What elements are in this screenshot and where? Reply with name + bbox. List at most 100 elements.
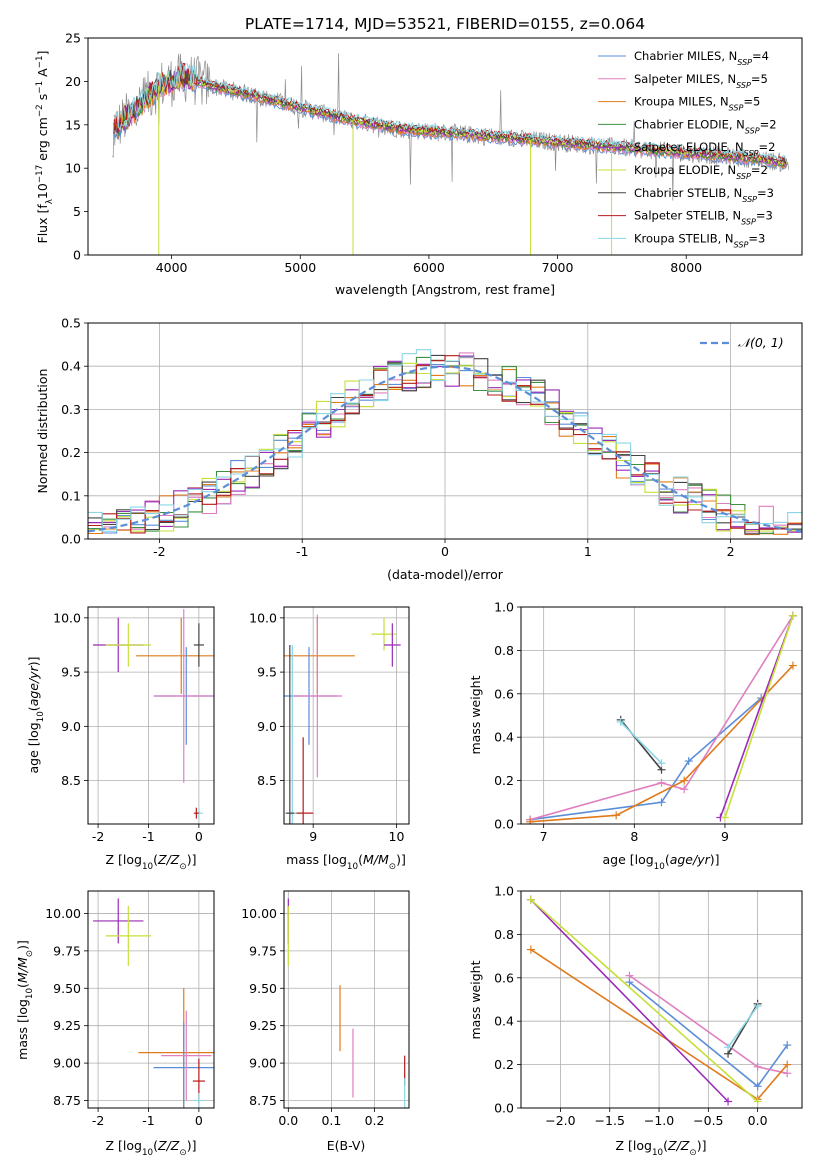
x-tick-label: 0.2	[365, 1113, 385, 1128]
label-part: =5	[751, 72, 768, 86]
y-tick-label: 9.0	[257, 719, 277, 734]
label-part: (	[663, 1138, 668, 1153]
y-tick-label: 1.0	[494, 884, 514, 899]
label-part: Kroupa STELIB, N	[634, 231, 734, 245]
label-part: SSP	[736, 80, 751, 89]
label-part: −1	[35, 55, 45, 68]
label-part: (	[26, 706, 41, 711]
label-part: Salpeter ELODIE, N	[634, 140, 744, 154]
y-tick-label: 0.2	[494, 1057, 514, 1072]
label-part: mass [log	[286, 852, 347, 867]
x-tick-label: 2	[727, 544, 735, 559]
label-part: ⊙	[689, 1148, 696, 1158]
label-part: ⊙	[179, 862, 186, 872]
plot-area	[112, 53, 789, 255]
label-part: =5	[743, 95, 760, 109]
label-part: SSP	[734, 240, 749, 249]
x-tick-label: 0.1	[321, 1113, 341, 1128]
legend-entry: Salpeter MILES, NSSP=5	[634, 72, 768, 90]
x-tick-label: 9	[721, 829, 729, 844]
y-axis-label: mass [log10(M/M⊙)]	[15, 940, 35, 1060]
series-kroupa-stelib	[620, 721, 663, 764]
errorbar-point-chabrier-stelib	[193, 623, 204, 667]
y-axis-label: age [log10(age/yr)]	[26, 656, 46, 773]
y-tick-label: 10.0	[249, 610, 277, 625]
label-part: Salpeter MILES, N	[634, 72, 736, 86]
errorbar-point-kroupa-elodie	[105, 623, 151, 667]
label-part: Kroupa ELODIE, N	[634, 163, 736, 177]
x-tick-label: -1	[296, 544, 308, 559]
label-part: age [log	[26, 722, 41, 773]
label-part: 10	[36, 711, 46, 722]
y-tick-label: 20	[65, 74, 81, 89]
x-tick-label: -2	[153, 544, 165, 559]
y-tick-label: 8.75	[53, 1093, 81, 1108]
y-tick-label: 0.2	[61, 445, 81, 460]
label-part: (	[665, 852, 670, 867]
y-axis-label: Normed distribution	[35, 369, 50, 494]
axes-frame	[87, 606, 215, 825]
label-part: )]	[15, 940, 30, 950]
x-tick-label: 0.0	[748, 1113, 768, 1128]
label-part: =3	[757, 186, 774, 200]
label-part: λ	[45, 199, 55, 204]
y-tick-label: 10.00	[241, 906, 277, 921]
label-part: =3	[748, 231, 765, 245]
label-part: −17	[35, 165, 45, 183]
y-tick-label: 0.6	[494, 970, 514, 985]
label-part: age/yr	[26, 665, 41, 706]
histogram-kroupa-stelib	[88, 349, 802, 532]
y-tick-label: 0.2	[494, 773, 514, 788]
x-axis-label: Z [log10(Z/Z⊙)]	[106, 1138, 197, 1158]
label-part: SSP	[745, 126, 760, 135]
label-part: s	[35, 94, 50, 105]
label-part: =2	[751, 163, 768, 177]
y-tick-label: 9.50	[249, 981, 277, 996]
label-part: mass [log	[15, 999, 30, 1060]
legend-entry: Salpeter STELIB, NSSP=3	[634, 209, 773, 227]
label-part: M/M	[15, 957, 30, 983]
label-part: SSP	[742, 194, 757, 203]
x-tick-label: −1.0	[644, 1113, 674, 1128]
x-tick-label: 7	[540, 829, 548, 844]
panel-spectrum: 4000 5000 6000 7000 8000 0 5 10 15 20 25 wavelength…	[35, 31, 803, 297]
plot-area	[93, 898, 214, 1108]
y-tick-label: 9.75	[249, 943, 277, 958]
x-tick-label: 8	[630, 829, 638, 844]
panel-weight_vs_age: 7 8 9 0.0 0.2 0.4 0.6 0.8 1.0 age [log10(age/yr)]…	[468, 600, 803, 872]
label-part: age [log	[602, 852, 653, 867]
series-kroupa-elodie	[724, 615, 794, 818]
y-tick-label: 0.4	[494, 1014, 514, 1029]
y-tick-label: 15	[65, 117, 81, 132]
label-part: (	[153, 852, 158, 867]
y-tick-label: 0.1	[61, 488, 81, 503]
y-axis-label: Flux [fλ10−17 erg cm−2 s−1 A−1]	[35, 51, 55, 244]
y-tick-label: 0.3	[61, 402, 81, 417]
errorbar-point-salpeter-miles	[153, 609, 214, 783]
label-part: ⊙	[179, 1148, 186, 1158]
label-part: M/M	[363, 852, 389, 867]
label-part: (	[153, 1138, 158, 1153]
label-part: =2	[760, 117, 777, 131]
label-part: Z/Z	[667, 1138, 690, 1153]
label-part: =4	[752, 49, 769, 63]
normal-curve	[88, 365, 802, 533]
label-part: 10	[142, 862, 153, 872]
label-part: Chabrier MILES, N	[634, 49, 737, 63]
plot-area	[287, 898, 406, 1108]
model-spectrum-kroupa-stelib	[113, 63, 788, 163]
label-part: Z/Z	[157, 852, 180, 867]
label-part: SSP	[736, 172, 751, 181]
label-part: Chabrier STELIB, N	[634, 186, 742, 200]
label-part: Flux [f	[35, 204, 50, 244]
label-part: Z/Z	[157, 1138, 180, 1153]
legend-entry: Kroupa ELODIE, NSSP=2	[634, 163, 768, 181]
y-axis-label: mass weight	[468, 675, 483, 754]
label-part: )]	[396, 852, 406, 867]
label-part: =3	[756, 209, 773, 223]
label-part: Z [log	[106, 852, 142, 867]
label-part: age/yr	[670, 852, 711, 867]
